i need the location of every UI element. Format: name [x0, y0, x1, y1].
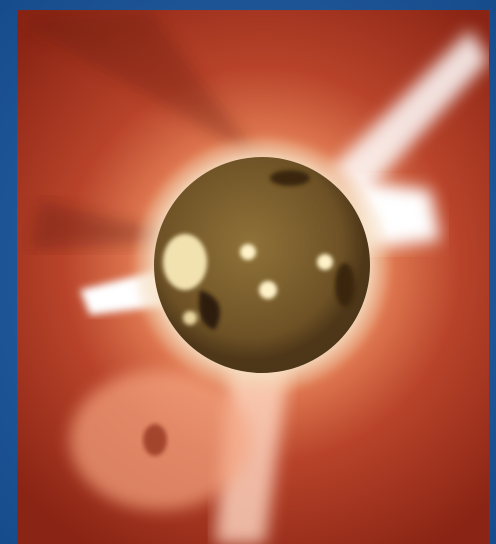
- dark-region: [17, 10, 260, 160]
- dark-filament: [335, 263, 355, 307]
- streamer: [330, 30, 489, 200]
- active-regions: [163, 170, 355, 330]
- corona-frame: [17, 10, 489, 544]
- bright-region: [163, 234, 207, 290]
- cme-core: [143, 424, 167, 456]
- bright-region: [259, 281, 277, 299]
- dark-filament: [199, 290, 220, 330]
- bright-region: [240, 244, 256, 260]
- bright-region: [183, 311, 197, 325]
- bright-region: [317, 254, 333, 270]
- dark-filament: [270, 170, 310, 186]
